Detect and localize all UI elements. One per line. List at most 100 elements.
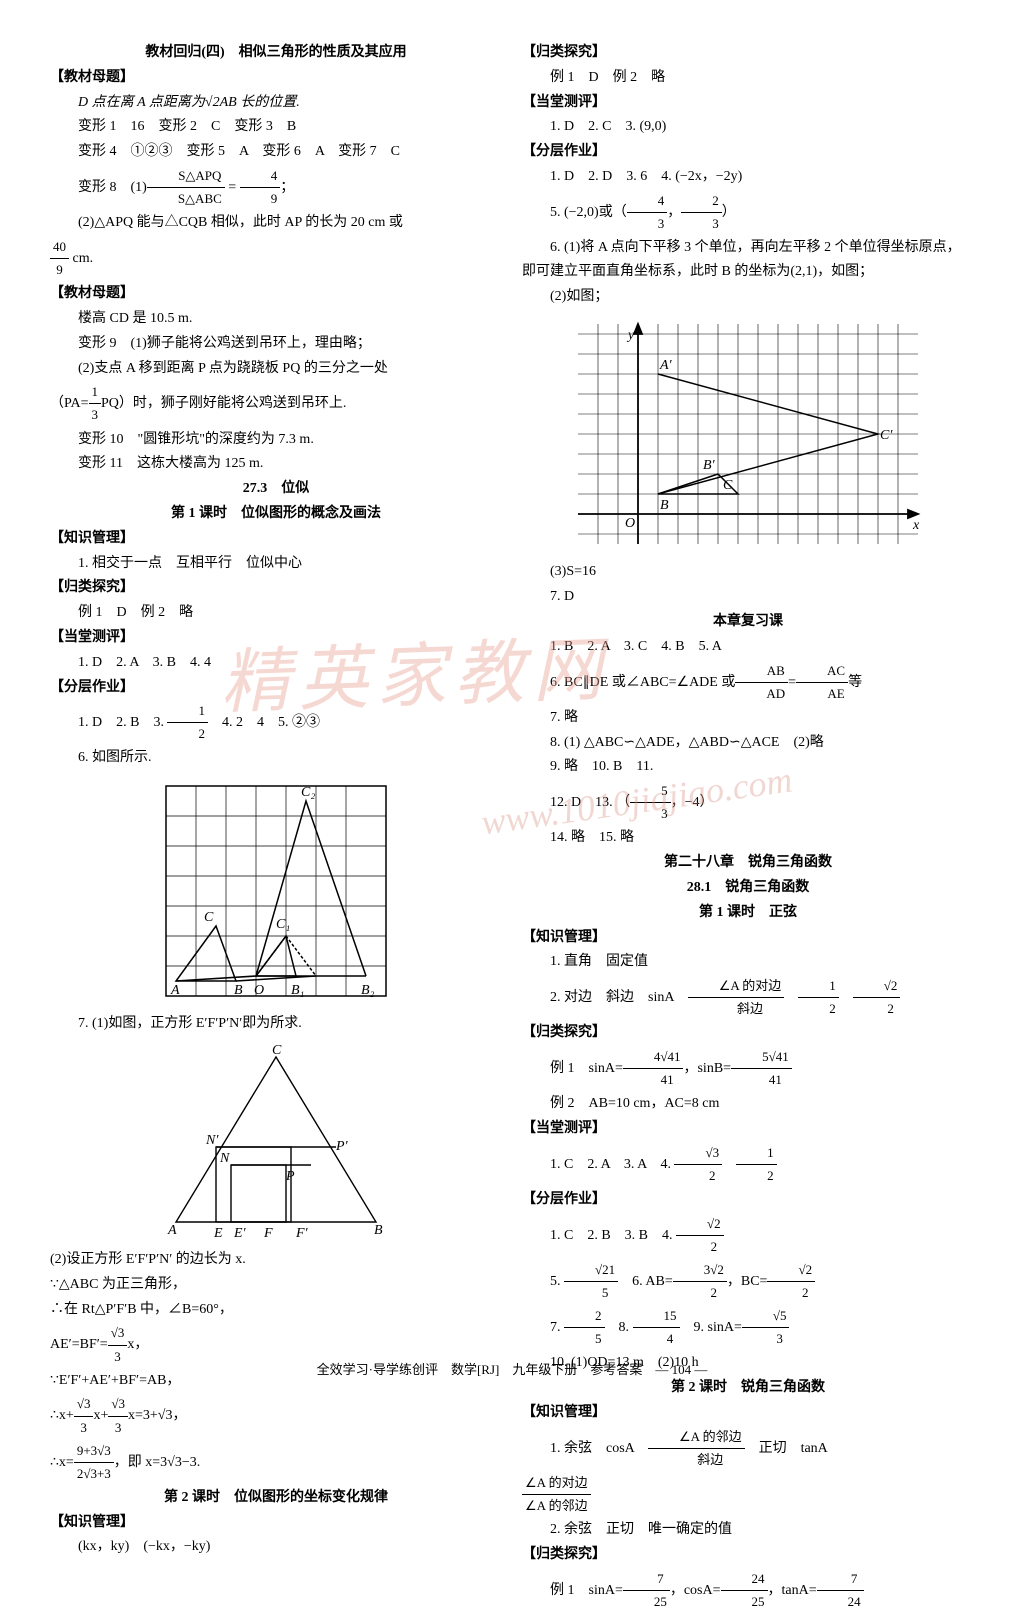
text: 1. D 2. A 3. B 4. 4 — [50, 651, 502, 675]
svg-text:F: F — [263, 1226, 273, 1241]
sec-guilei-r2: 【归类探究】 — [522, 1021, 974, 1045]
text: 1. D 2. B 3. 12 4. 2 4 5. ②③ — [50, 700, 502, 745]
text: 2. 余弦 正切 唯一确定的值 — [522, 1518, 974, 1542]
sec-lesson1: 第 1 课时 位似图形的概念及画法 — [50, 502, 502, 526]
svg-text:A′: A′ — [659, 358, 673, 373]
text: 7. 25 8. 154 9. sinA=√53 — [522, 1305, 974, 1350]
text: 7. 略 — [522, 706, 974, 730]
page-footer: 全效学习·导学练创评 数学[RJ] 九年级下册 参考答案 — 104 — — [0, 1359, 1024, 1378]
text: D 点在离 A 点距离为√2AB 长的位置. — [50, 91, 502, 115]
text: ∠A 的对边∠A 的邻边 — [522, 1472, 974, 1517]
text: (3)S=16 — [522, 560, 974, 584]
sec-27-3: 27.3 位似 — [50, 477, 502, 501]
svg-text:B₁: B₁ — [291, 983, 304, 998]
svg-text:F′: F′ — [295, 1226, 309, 1241]
sec-jiaocai-muti: 【教材母题】 — [50, 66, 502, 90]
text: 12. D 13. （53，−4） — [522, 780, 974, 825]
sec-guilei-r: 【归类探究】 — [522, 41, 974, 65]
text: (2)设正方形 E′F′P′N′ 的边长为 x. — [50, 1248, 502, 1272]
lesson-2: 第 2 课时 锐角三角函数 — [522, 1376, 974, 1400]
text: ∵△ABC 为正三角形， — [50, 1273, 502, 1297]
sec-guilei: 【归类探究】 — [50, 576, 502, 600]
sec-jiaocai-muti2: 【教材母题】 — [50, 282, 502, 306]
text: ∴x+√33x+√33x=3+√3， — [50, 1393, 502, 1438]
svg-text:O: O — [625, 516, 635, 531]
svg-text:C: C — [204, 910, 214, 925]
text: 例 1 sinA=725，cosA=2425，tanA=724 — [522, 1568, 974, 1613]
svg-text:N: N — [219, 1151, 230, 1166]
svg-text:B: B — [660, 498, 669, 513]
svg-text:C: C — [272, 1043, 282, 1058]
svg-text:B₂: B₂ — [361, 983, 375, 998]
svg-text:C₁: C₁ — [276, 917, 290, 932]
text: 1. C 2. B 3. B 4. √22 — [522, 1213, 974, 1258]
text: 5. √215 6. AB=3√22，BC=√22 — [522, 1259, 974, 1304]
sec-fenceng-r: 【分层作业】 — [522, 140, 974, 164]
text: 1. B 2. A 3. C 4. B 5. A — [522, 635, 974, 659]
text: 8. (1) △ABC∽△ADE，△ABD∽△ACE (2)略 — [522, 731, 974, 755]
text: （PA=13PQ）时，狮子刚好能将公鸡送到吊环上. — [50, 381, 502, 426]
text: 变形 11 这栋大楼高为 125 m. — [50, 452, 502, 476]
svg-text:C: C — [723, 478, 733, 493]
text: 6. (1)将 A 点向下平移 3 个单位，再向左平移 2 个单位得坐标原点，即… — [522, 236, 974, 284]
sec-dangtang-r: 【当堂测评】 — [522, 91, 974, 115]
svg-text:A: A — [170, 983, 180, 998]
text: 6. BC∥DE 或∠ABC=∠ADE 或ABAD=ACAE等 — [522, 660, 974, 705]
sec-lesson2: 第 2 课时 位似图形的坐标变化规律 — [50, 1486, 502, 1510]
sec-dangtang-r2: 【当堂测评】 — [522, 1117, 974, 1141]
svg-text:B′: B′ — [703, 458, 716, 473]
left-title: 教材回归(四) 相似三角形的性质及其应用 — [50, 41, 502, 65]
text: 变形 4 ①②③ 变形 5 A 变形 6 A 变形 7 C — [50, 140, 502, 164]
svg-text:E′: E′ — [233, 1226, 247, 1241]
sec-zhishi-r: 【知识管理】 — [522, 926, 974, 950]
text: 1. 直角 固定值 — [522, 950, 974, 974]
text: 7. D — [522, 585, 974, 609]
text: 14. 略 15. 略 — [522, 826, 974, 850]
chapter-review: 本章复习课 — [522, 610, 974, 634]
lesson-1-zhengxian: 第 1 课时 正弦 — [522, 901, 974, 925]
text: 1. D 2. C 3. (9,0) — [522, 115, 974, 139]
svg-text:B: B — [374, 1223, 383, 1238]
text: 9. 略 10. B 11. — [522, 755, 974, 779]
text: 例 1 D 例 2 略 — [50, 601, 502, 625]
text: 例 1 sinA=4√4141，sinB=5√4141 — [522, 1046, 974, 1091]
chapter-28: 第二十八章 锐角三角函数 — [522, 851, 974, 875]
text: ∴在 Rt△P′F′B 中，∠B=60°， — [50, 1298, 502, 1322]
svg-text:B: B — [234, 983, 243, 998]
svg-text:P: P — [285, 1169, 295, 1184]
text: 1. D 2. D 3. 6 4. (−2x，−2y) — [522, 165, 974, 189]
text: 2. 对边 斜边 sinA ∠A 的对边斜边 12 √22 — [522, 975, 974, 1020]
sec-fenceng-r2: 【分层作业】 — [522, 1188, 974, 1212]
text: 1. C 2. A 3. A 4. √32 12 — [522, 1142, 974, 1187]
text: 变形 8 (1)S△APQS△ABC = 49； — [50, 165, 502, 210]
svg-text:A: A — [167, 1223, 177, 1238]
text: 变形 9 (1)狮子能将公鸡送到吊环上，理由略； — [50, 332, 502, 356]
sec-28-1: 28.1 锐角三角函数 — [522, 876, 974, 900]
text: 变形 10 "圆锥形坑"的深度约为 7.3 m. — [50, 428, 502, 452]
sec-zhishi2: 【知识管理】 — [50, 1511, 502, 1535]
text: 409 cm. — [50, 236, 502, 281]
svg-text:C′: C′ — [880, 428, 893, 443]
sec-zhishi-r2: 【知识管理】 — [522, 1401, 974, 1425]
text: 变形 1 16 变形 2 C 变形 3 B — [50, 115, 502, 139]
text: 例 2 AB=10 cm，AC=8 cm — [522, 1092, 974, 1116]
sec-zhishi: 【知识管理】 — [50, 527, 502, 551]
figure-1-grid-triangle: ABC B₁C₁ B₂C₂ O — [156, 776, 396, 1006]
text: 1. 余弦 cosA ∠A 的邻边斜边 正切 tanA — [522, 1426, 974, 1471]
text: (2)支点 A 移到距离 P 点为跷跷板 PQ 的三分之一处 — [50, 357, 502, 381]
text: (2)△APQ 能与△CQB 相似，此时 AP 的长为 20 cm 或 — [50, 211, 502, 235]
text: 例 1 D 例 2 略 — [522, 66, 974, 90]
text: (kx，ky) (−kx，−ky) — [50, 1535, 502, 1559]
text: ∴x=9+3√32√3+3，即 x=3√3−3. — [50, 1440, 502, 1485]
text: 楼高 CD 是 10.5 m. — [50, 307, 502, 331]
svg-text:E: E — [213, 1226, 223, 1241]
sec-dangtang: 【当堂测评】 — [50, 626, 502, 650]
text: 6. 如图所示. — [50, 746, 502, 770]
text: 5. (−2,0)或（43，23） — [522, 190, 974, 235]
figure-3-coord-grid: yx O A′B CC′ B′ — [568, 314, 928, 554]
sec-fenceng: 【分层作业】 — [50, 676, 502, 700]
text: 1. 相交于一点 互相平行 位似中心 — [50, 552, 502, 576]
figure-2-triangle-square: C AB N′P′ NP EE′ FF′ — [156, 1042, 396, 1242]
svg-text:x: x — [912, 518, 920, 533]
svg-text:P′: P′ — [335, 1139, 349, 1154]
